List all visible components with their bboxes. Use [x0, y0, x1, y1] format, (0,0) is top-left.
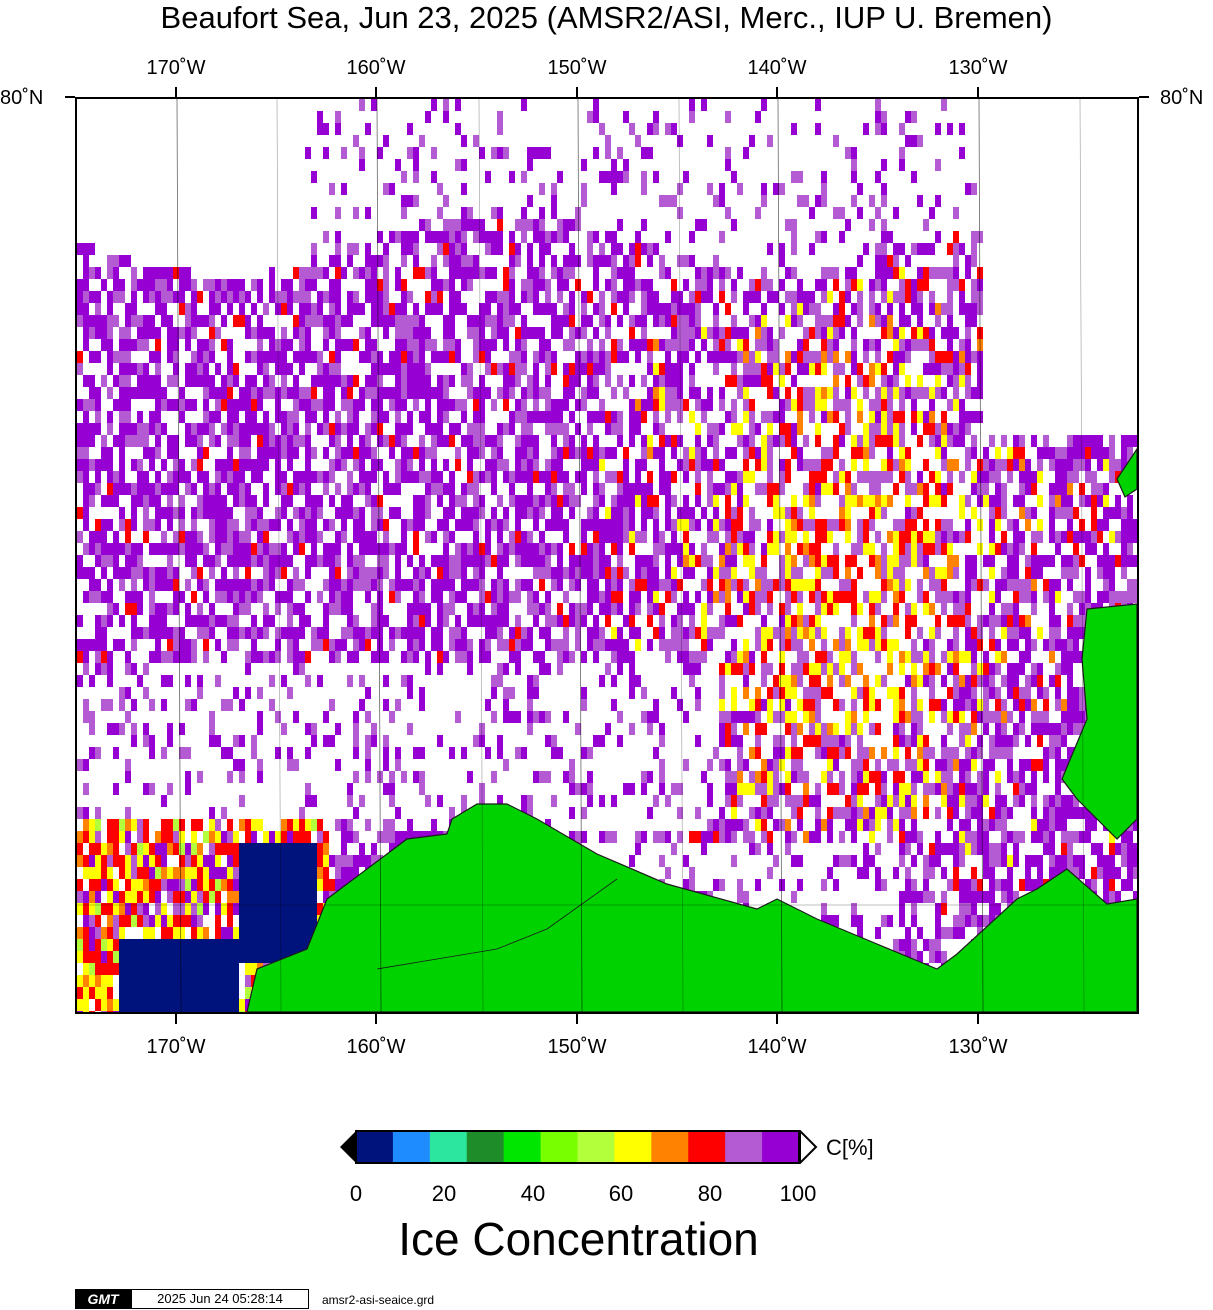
meridian-line — [577, 99, 583, 1012]
colorbar-tick-label: 80 — [697, 1181, 723, 1206]
lon-label-top-130w: 130˚W — [948, 57, 1008, 79]
colorbar-unit-label: C[%] — [826, 1135, 874, 1160]
lat-tick-left — [65, 96, 75, 98]
gmt-logo: GMT — [75, 1289, 131, 1309]
colorbar-swatch — [356, 1131, 394, 1163]
colorbar-tick-label: 0 — [349, 1181, 363, 1206]
meridian-line — [176, 99, 182, 1012]
colorbar-swatch — [688, 1131, 726, 1163]
sea-ice-map — [75, 97, 1139, 1014]
land-layer — [246, 447, 1137, 1012]
meridian-line — [978, 99, 984, 1012]
colorbar-high-arrow — [799, 1130, 818, 1164]
meridian-line — [276, 99, 282, 1012]
map-title: Beaufort Sea, Jun 23, 2025 (AMSR2/ASI, M… — [160, 0, 1053, 35]
meridian-line — [1079, 99, 1085, 1012]
colorbar-title: Ice Concentration — [398, 1213, 759, 1265]
colorbar-swatch — [466, 1131, 505, 1163]
colorbar-swatches — [356, 1131, 800, 1163]
colorbar-swatch — [503, 1131, 542, 1163]
banks-island-land — [1061, 603, 1137, 840]
lon-tick-top — [977, 87, 979, 97]
colorbar-swatch — [651, 1131, 689, 1163]
colorbar-low-arrow — [340, 1131, 356, 1163]
generation-timestamp: 2025 Jun 24 05:28:14 — [131, 1289, 309, 1309]
lon-tick-top — [175, 87, 177, 97]
lat-label-left-80n: 80˚N — [0, 87, 44, 109]
meridian-line — [376, 99, 382, 1012]
colorbar-tick-label: 20 — [431, 1181, 457, 1206]
lon-tick-top — [776, 87, 778, 97]
lon-label-bottom-150w: 150˚W — [547, 1036, 607, 1058]
grid-file-name: amsr2-asi-seaice.grd — [322, 1293, 435, 1307]
colorbar-tick-label: 60 — [608, 1181, 634, 1206]
lon-tick-bottom — [776, 1014, 778, 1024]
ice-concentration-field — [77, 99, 1137, 1012]
lat-tick-right — [1139, 96, 1149, 98]
lon-label-bottom-170w: 170˚W — [146, 1036, 206, 1058]
lon-label-bottom-130w: 130˚W — [948, 1036, 1008, 1058]
lon-tick-bottom — [175, 1014, 177, 1024]
meridian-line — [478, 99, 484, 1012]
colorbar-swatch — [614, 1131, 652, 1163]
colorbar-tick-label: 100 — [779, 1181, 817, 1206]
lon-label-bottom-140w: 140˚W — [747, 1036, 807, 1058]
lat-label-right-80n: 80˚N — [1160, 87, 1204, 109]
graticule — [77, 99, 1137, 1012]
island-land — [1116, 447, 1137, 498]
lon-tick-bottom — [576, 1014, 578, 1024]
lon-label-top-150w: 150˚W — [547, 57, 607, 79]
lon-label-top-140w: 140˚W — [747, 57, 807, 79]
lon-tick-top — [576, 87, 578, 97]
colorbar-swatch — [762, 1131, 800, 1163]
colorbar-swatch — [392, 1131, 431, 1163]
colorbar — [340, 1130, 818, 1164]
border-line — [376, 878, 618, 970]
lon-label-top-170w: 170˚W — [146, 57, 206, 79]
meridian-line — [678, 99, 684, 1012]
alaska-coast-land — [246, 803, 1137, 1012]
colorbar-swatch — [429, 1131, 468, 1163]
colorbar-tick-label: 40 — [520, 1181, 546, 1206]
meridian-line — [777, 99, 783, 1012]
lon-tick-bottom — [375, 1014, 377, 1024]
lon-label-bottom-160w: 160˚W — [346, 1036, 406, 1058]
lon-label-top-160w: 160˚W — [346, 57, 406, 79]
lon-tick-bottom — [977, 1014, 979, 1024]
colorbar-swatch — [540, 1131, 578, 1163]
colorbar-swatch — [725, 1131, 763, 1163]
colorbar-swatch — [577, 1131, 615, 1163]
lon-tick-top — [375, 87, 377, 97]
